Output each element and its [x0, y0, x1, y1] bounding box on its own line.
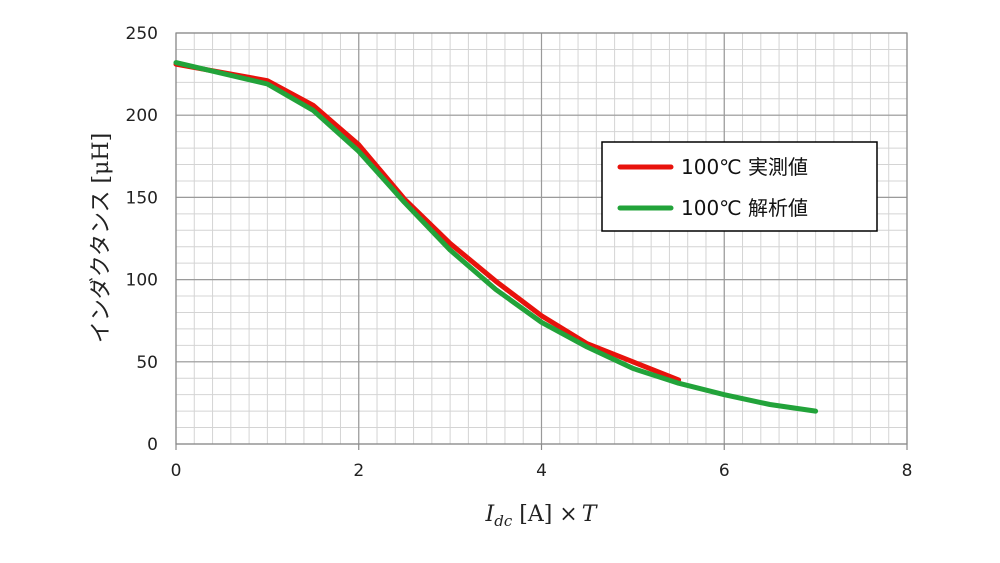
- tick-labels: 0 2 4 6 8 0 50 100 150 200 250: [126, 24, 913, 481]
- series-line-analysis: [173, 60, 819, 414]
- x-axis-label-factor: T: [582, 502, 599, 527]
- legend-label-measured: 100℃ 実測値: [681, 155, 808, 179]
- x-tick-label: 0: [171, 461, 182, 481]
- y-tick-label: 200: [126, 106, 158, 126]
- grid: [175, 32, 908, 450]
- x-tick-label: 8: [902, 461, 913, 481]
- y-tick-label: 100: [126, 271, 158, 291]
- x-axis-label: Idc [A] × T: [485, 502, 599, 530]
- x-axis-label-var: I: [485, 502, 496, 527]
- y-tick-label: 150: [126, 188, 158, 208]
- legend-label-analysis: 100℃ 解析値: [681, 196, 808, 220]
- y-tick-label: 250: [126, 24, 158, 44]
- y-axis-label: インダクタンス [μH]: [89, 133, 114, 343]
- series-lines: [173, 60, 819, 414]
- y-tick-label: 50: [136, 353, 158, 373]
- x-tick-label: 2: [353, 461, 364, 481]
- series-line-measured: [173, 61, 682, 383]
- x-tick-label: 6: [719, 461, 730, 481]
- legend-box: [601, 141, 878, 232]
- x-axis-label-subscript: dc: [494, 512, 513, 530]
- x-axis-label-unit: [A] ×: [512, 502, 577, 527]
- x-tick-label: 4: [536, 461, 547, 481]
- legend: 100℃ 実測値 100℃ 解析値: [601, 141, 878, 232]
- y-tick-label: 0: [147, 435, 158, 455]
